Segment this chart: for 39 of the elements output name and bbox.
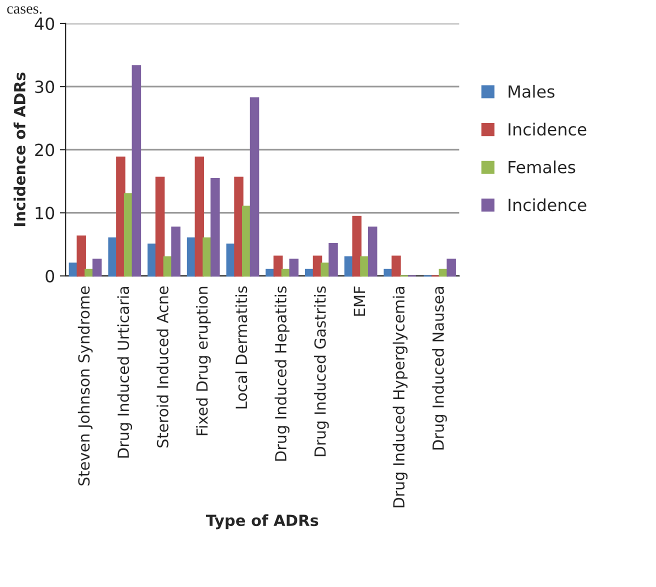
x-axis-title: Type of ADRs	[206, 514, 318, 530]
bar	[76, 235, 86, 277]
bar	[171, 226, 180, 277]
legend-label: Incidence	[508, 122, 586, 136]
bar	[116, 156, 126, 277]
y-tick-label: 30	[35, 80, 54, 94]
y-axis-title: Incidence of ADRs	[14, 72, 26, 226]
bar	[234, 176, 244, 277]
bar	[210, 178, 220, 277]
x-tick-label: Drug Induced Urticaria	[117, 287, 132, 458]
x-tick-label: Drug Induced Hepatitis	[274, 286, 290, 461]
bar	[289, 258, 299, 277]
bar	[274, 256, 283, 277]
x-tick-label: Drug Induced Hyperglycemia	[392, 287, 408, 508]
x-tick-label: Steven Johnson Syndrome	[78, 286, 93, 486]
x-tick-label: Drug Induced Gastritis	[314, 286, 329, 456]
legend-label: Females	[508, 160, 576, 174]
x-tick-label: EMF	[354, 286, 366, 316]
bar	[368, 226, 378, 277]
legend-label: Males	[508, 84, 554, 98]
bar	[132, 65, 142, 277]
bar	[155, 176, 165, 277]
x-tick-label: Drug Induced Nausea	[432, 287, 447, 450]
y-tick-label: 20	[35, 144, 54, 156]
y-tick-label: 40	[34, 17, 54, 30]
bar	[446, 258, 456, 277]
bar	[328, 243, 338, 277]
x-tick-label: Fixed Drug eruption	[196, 286, 211, 436]
bar	[250, 97, 260, 277]
x-tick-label: Local Dermatitis	[235, 286, 248, 408]
x-tick-label: Steroid Induced Acne	[156, 286, 168, 448]
y-tick-label: 10	[36, 206, 54, 220]
text: cases.	[7, 6, 42, 14]
bar	[352, 216, 362, 277]
y-tick-label: 0	[46, 270, 54, 282]
legend-label: Incidence	[508, 198, 586, 212]
bar	[194, 156, 204, 277]
bar	[92, 258, 102, 277]
bar	[392, 256, 401, 277]
